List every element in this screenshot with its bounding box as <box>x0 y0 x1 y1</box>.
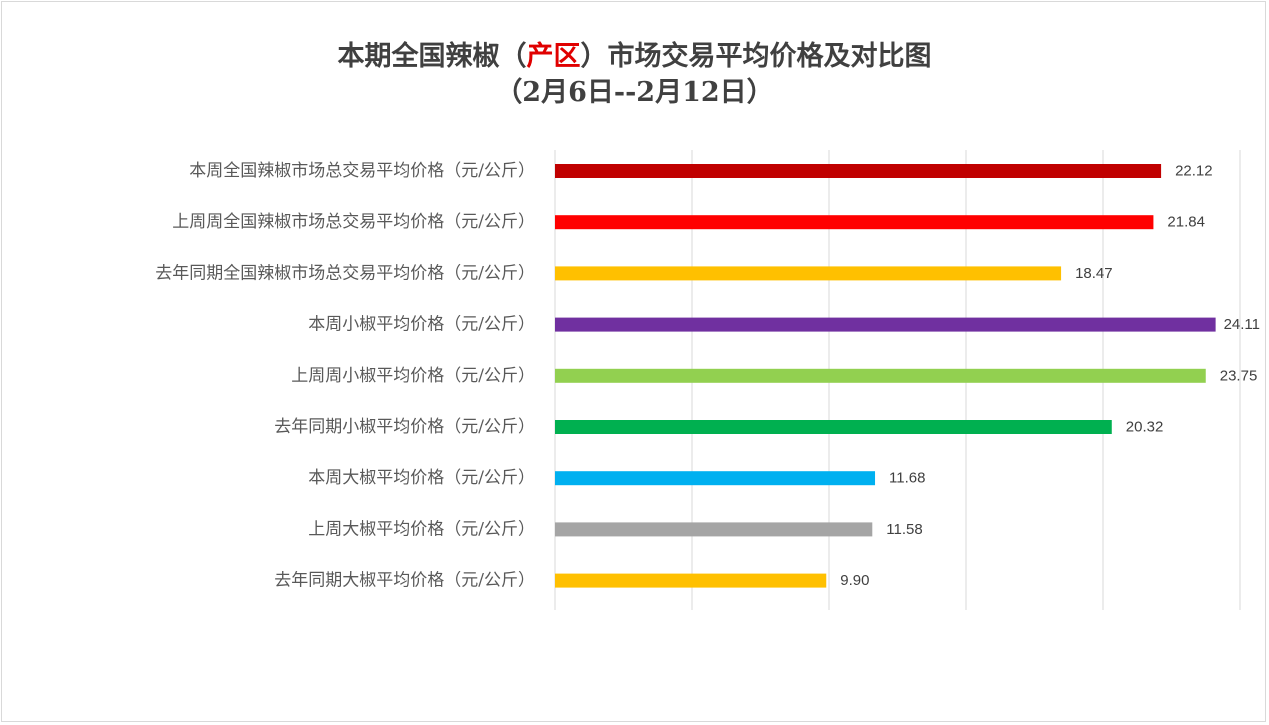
category-label: 去年同期全国辣椒市场总交易平均价格（元/公斤） <box>155 263 535 283</box>
data-label: 11.68 <box>889 470 925 487</box>
data-label: 24.11 <box>1224 316 1260 333</box>
data-label: 18.47 <box>1075 265 1113 282</box>
bar <box>555 573 827 588</box>
category-label: 上周周小椒平均价格（元/公斤） <box>291 366 535 386</box>
category-label: 去年同期大椒平均价格（元/公斤） <box>274 571 535 591</box>
chart-title-pre: 本期全国辣椒（ <box>337 41 527 72</box>
bar <box>555 368 1206 383</box>
bar <box>555 164 1162 178</box>
data-label: 23.75 <box>1220 367 1258 384</box>
bar <box>555 266 1062 281</box>
data-label: 11.58 <box>886 521 922 538</box>
bar <box>555 471 876 486</box>
category-label: 上周大椒平均价格（元/公斤） <box>308 519 535 539</box>
bar <box>555 215 1154 230</box>
chart-subtitle: （2月6日--2月12日） <box>495 77 774 108</box>
category-label: 上周周全国辣椒市场总交易平均价格（元/公斤） <box>172 212 535 232</box>
data-label: 22.12 <box>1175 163 1213 180</box>
chart-title: 本期全国辣椒（产区）市场交易平均价格及对比图 <box>0 34 1269 73</box>
data-label: 9.90 <box>840 572 869 589</box>
category-labels: 本周全国辣椒市场总交易平均价格（元/公斤） 上周周全国辣椒市场总交易平均价格（元/… <box>155 161 535 591</box>
value-labels: 22.12 21.84 18.47 24.11 23.75 20.32 11.68 11.58… <box>840 163 1260 590</box>
bars <box>555 164 1216 588</box>
data-label: 21.84 <box>1167 214 1205 231</box>
bar <box>555 317 1216 332</box>
category-label: 去年同期小椒平均价格（元/公斤） <box>274 417 535 437</box>
chart-title-post: ）市场交易平均价格及对比图 <box>580 41 932 72</box>
bar <box>555 522 873 537</box>
category-label: 本周小椒平均价格（元/公斤） <box>308 315 535 335</box>
data-label: 20.32 <box>1126 419 1164 436</box>
bar <box>555 420 1112 434</box>
category-label: 本周全国辣椒市场总交易平均价格（元/公斤） <box>189 161 535 181</box>
chart-title-highlight: 产区 <box>526 41 581 72</box>
category-label: 本周大椒平均价格（元/公斤） <box>308 468 535 488</box>
